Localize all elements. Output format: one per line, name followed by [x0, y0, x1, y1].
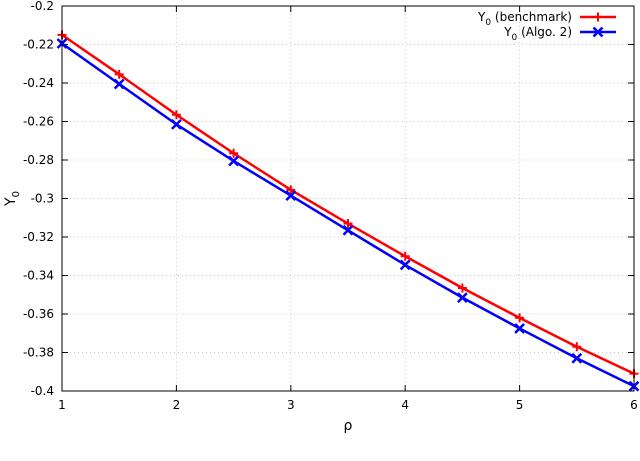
grid [62, 6, 634, 391]
data-point [342, 224, 354, 236]
data-point [343, 219, 353, 229]
legend-label-main: Y [477, 10, 486, 24]
y-tick-label: -0.2 [31, 0, 54, 13]
data-point [400, 251, 410, 261]
y-tick-label: -0.4 [31, 384, 54, 398]
x-axis-label: ρ [344, 418, 353, 434]
legend-label-sub: 0 [485, 18, 491, 28]
x-tick-label: 1 [58, 398, 66, 412]
data-point [457, 292, 468, 304]
y-tick-label: -0.22 [23, 38, 54, 52]
legend: Y0 (benchmark)Y0 (Algo. 2) [477, 10, 616, 43]
data-point [515, 313, 525, 323]
y-tick-label: -0.36 [23, 307, 54, 321]
data-point [171, 110, 181, 120]
data-point [571, 352, 583, 364]
x-tick-label: 5 [516, 398, 524, 412]
y-tick-label: -0.32 [23, 230, 54, 244]
x-tick-label: 4 [401, 398, 409, 412]
axis-ticks: 1 2 3 4 5 6 -0.2 -0.22 -0.24 -0.26 -0.28 -0.3 -0.32 -… [23, 0, 638, 412]
legend-label-sub: 0 [512, 33, 518, 43]
legend-marker [592, 26, 604, 38]
y-tick-label: -0.24 [23, 76, 54, 90]
legend-label-suffix: (Algo. 2) [517, 25, 572, 39]
data-point [457, 283, 467, 293]
y-tick-label: -0.28 [23, 153, 54, 167]
series-2 [56, 38, 640, 392]
legend-label: Y0 (Algo. 2) [503, 25, 572, 43]
data-point [514, 323, 525, 334]
data-series [56, 30, 640, 392]
x-tick-label: 6 [630, 398, 638, 412]
y-axis-label-sub: 0 [11, 191, 22, 197]
y-axis-label-main: Y [3, 197, 19, 207]
legend-label-suffix: (benchmark) [491, 10, 572, 24]
y-tick-label: -0.3 [31, 192, 54, 206]
x-tick-label: 3 [287, 398, 295, 412]
series-line [61, 33, 635, 375]
series-1 [57, 30, 639, 379]
legend-marker [593, 12, 603, 22]
data-point [228, 155, 239, 167]
data-point [113, 78, 125, 90]
data-point [229, 148, 239, 158]
data-point [399, 259, 411, 271]
y-tick-label: -0.38 [23, 346, 54, 360]
data-point [114, 69, 124, 79]
data-point [286, 185, 296, 195]
legend-label: Y0 (benchmark) [477, 10, 572, 28]
y-tick-label: -0.26 [23, 115, 54, 129]
x-tick-label: 2 [173, 398, 181, 412]
data-point [285, 190, 297, 201]
legend-label-main: Y [503, 25, 512, 39]
y-tick-label: -0.34 [23, 269, 54, 283]
plot-frame [61, 5, 635, 392]
data-point [171, 119, 182, 130]
y-axis-label: Y0 [3, 191, 22, 207]
data-point [572, 342, 582, 352]
